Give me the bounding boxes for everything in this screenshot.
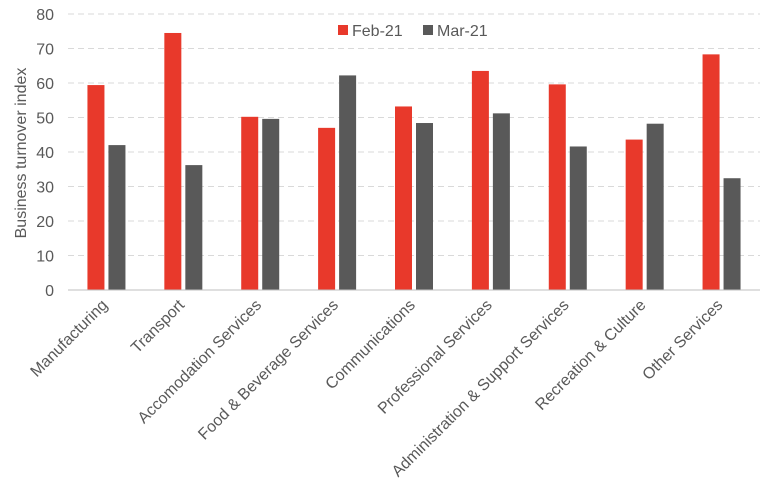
bar-feb-21 (395, 106, 412, 291)
legend-swatch (423, 25, 433, 35)
bar-feb-21 (164, 32, 182, 290)
bar-mar-21 (723, 178, 741, 290)
y-tick-label: 10 (36, 249, 54, 266)
y-tick-label: 30 (36, 180, 54, 197)
bar-feb-21 (318, 127, 336, 290)
bar-feb-21 (87, 85, 105, 290)
bar-mar-21 (185, 165, 203, 290)
y-tick-label: 60 (36, 76, 54, 93)
bar-feb-21 (471, 70, 489, 290)
legend-label: Feb-21 (352, 23, 403, 40)
bar-feb-21 (625, 139, 643, 290)
bars (87, 32, 741, 291)
y-tick-label: 0 (45, 283, 54, 300)
bar-mar-21 (416, 123, 433, 291)
y-tick-label: 20 (36, 214, 54, 231)
bar-mar-21 (108, 145, 126, 290)
legend-swatch (338, 25, 348, 35)
y-tick-label: 40 (36, 145, 54, 162)
y-axis-ticks: 0 10 20 30 40 50 60 70 80 (36, 7, 54, 300)
y-axis-title: Business turnover index (13, 68, 30, 239)
legend: Feb-21 Mar-21 (338, 23, 488, 40)
x-category-label: Manufacturing (28, 297, 112, 381)
x-category-label: Other Services (640, 297, 727, 384)
bar-feb-21 (702, 54, 720, 290)
x-category-label: Transport (128, 296, 188, 356)
x-category-label: Food & Beverage Services (195, 297, 342, 444)
bar-mar-21 (262, 118, 280, 290)
x-category-label: Accomodation Services (135, 297, 265, 427)
bar-mar-21 (339, 75, 357, 290)
y-tick-label: 50 (36, 111, 54, 128)
bar-mar-21 (569, 146, 587, 290)
bar-feb-21 (548, 84, 566, 290)
gridlines (68, 13, 760, 256)
y-tick-label: 70 (36, 42, 54, 59)
bar-feb-21 (241, 116, 259, 290)
bar-mar-21 (492, 113, 510, 290)
bar-mar-21 (646, 123, 664, 291)
y-tick-label: 80 (36, 7, 54, 24)
legend-label: Mar-21 (437, 23, 488, 40)
